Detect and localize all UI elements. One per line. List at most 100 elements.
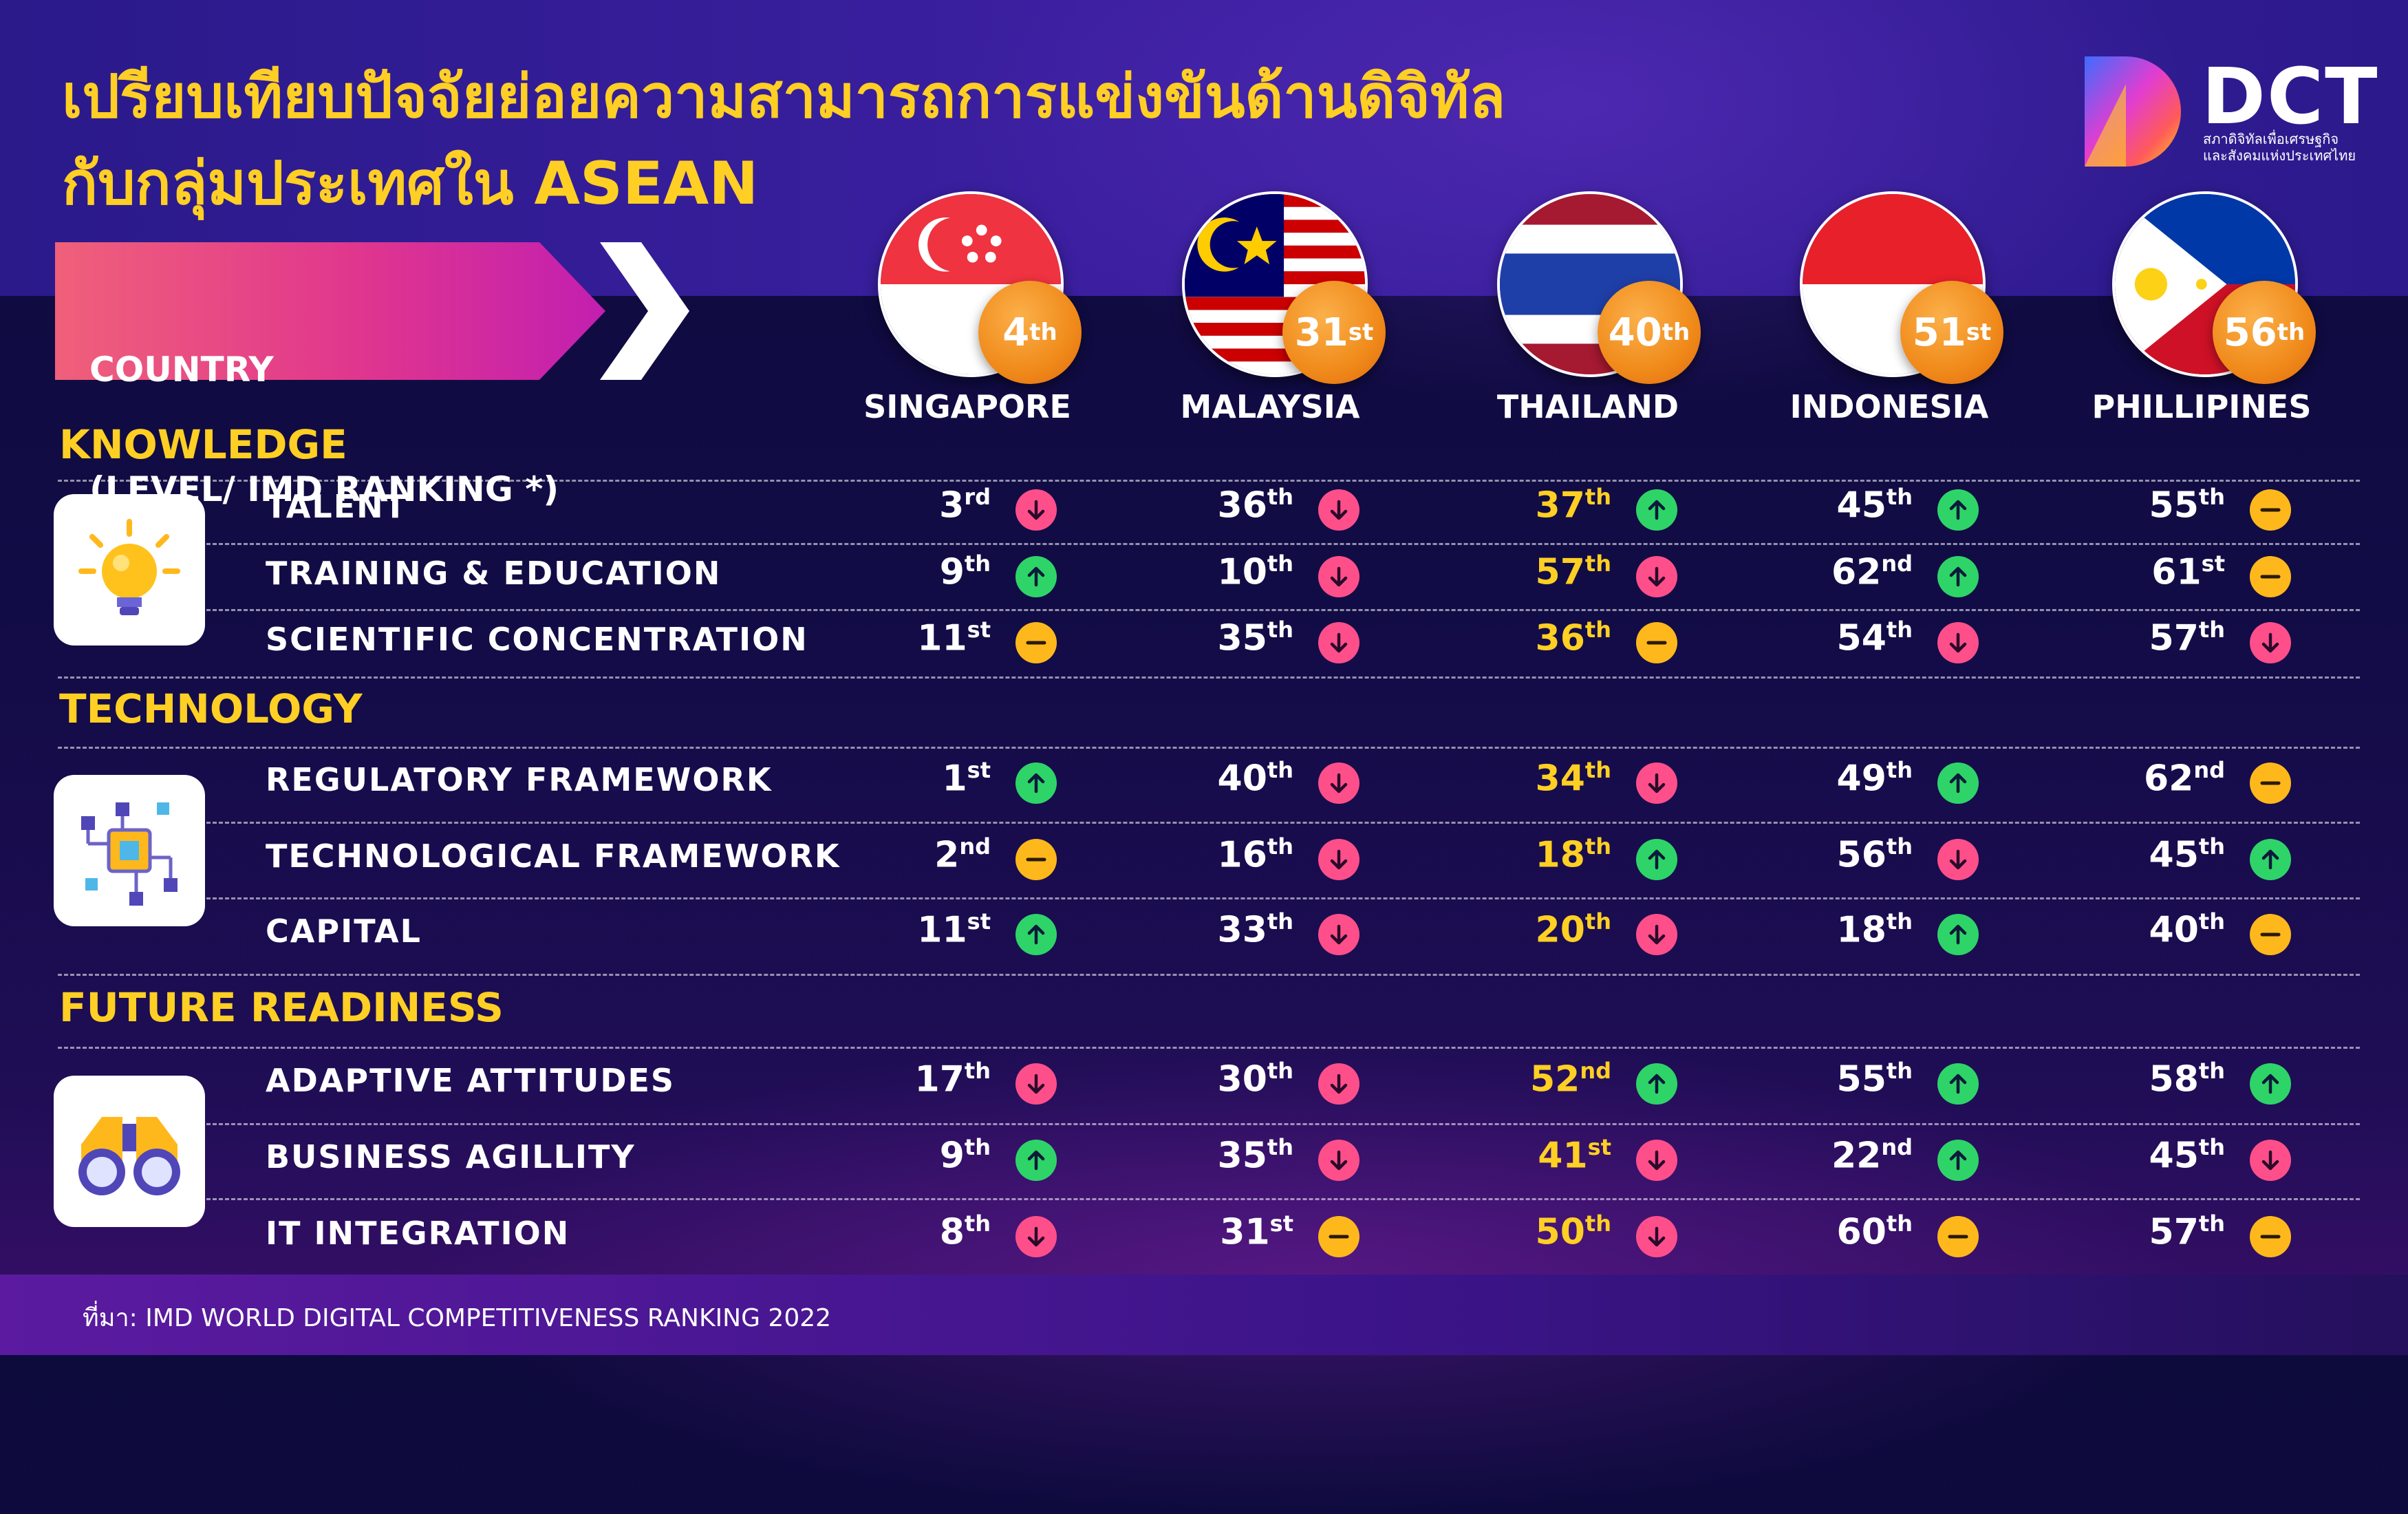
rank-cell: 60th [1775, 1211, 1913, 1252]
overall-rank-value: 56 [2223, 310, 2277, 355]
arrow-down-icon [1636, 1216, 1677, 1257]
rank-cell: 45th [2087, 1134, 2225, 1176]
country-name: PHILLIPINES [2092, 388, 2312, 425]
row-label: REGULATORY FRAMEWORK [266, 761, 773, 798]
arrow-down-icon [1318, 1140, 1359, 1181]
row-divider [58, 1047, 2360, 1049]
arrow-down-icon [2250, 622, 2291, 663]
arrow-up-icon [1636, 1063, 1677, 1105]
no-change-icon [1937, 1216, 1979, 1257]
arrow-down-icon [1015, 1216, 1057, 1257]
rank-suffix: th [2198, 617, 2225, 643]
rank-value: 30 [1217, 1058, 1267, 1100]
rank-cell: 18th [1474, 833, 1611, 875]
rank-suffix: th [1267, 551, 1293, 577]
rank-suffix: th [964, 1058, 991, 1084]
no-change-icon [2250, 489, 2291, 531]
arrow-down-icon [1937, 622, 1979, 663]
arrow-down-icon [1318, 556, 1359, 597]
rank-suffix: th [1886, 484, 1913, 510]
rank-cell: 57th [1474, 551, 1611, 593]
arrow-up-icon [1636, 839, 1677, 880]
row-divider [58, 747, 2360, 749]
rank-value: 54 [1836, 617, 1886, 659]
rank-value: 57 [1535, 551, 1585, 593]
rank-suffix: th [1584, 484, 1611, 510]
rank-cell: 37th [1474, 484, 1611, 526]
section-title: KNOWLEDGE [59, 421, 347, 468]
rank-value: 17 [914, 1058, 965, 1100]
row-divider [58, 974, 2360, 976]
rank-suffix: th [2198, 833, 2225, 860]
source-note: ที่มา: IMD WORLD DIGITAL COMPETITIVENESS… [83, 1304, 832, 1332]
rank-cell: 9th [853, 1134, 991, 1176]
dct-logo-sub1: สภาดิจิทัลเพื่อเศรษฐกิจ [2203, 131, 2339, 147]
rank-cell: 35th [1156, 1134, 1293, 1176]
rank-cell: 3rd [853, 484, 991, 526]
page-title: เปรียบเทียบปัจจัยย่อยความสามารถการแข่งขั… [62, 54, 1505, 227]
rank-suffix: st [1269, 1211, 1293, 1237]
rank-value: 37 [1535, 484, 1585, 526]
rank-cell: 31st [1156, 1211, 1293, 1252]
rank-cell: 58th [2087, 1058, 2225, 1100]
arrow-up-icon [1937, 914, 1979, 955]
rank-value: 49 [1836, 758, 1886, 800]
country-header-line1: COUNTRY [89, 350, 274, 390]
rank-value: 8 [939, 1211, 965, 1253]
rank-suffix: th [1584, 617, 1611, 643]
row-label: TRAINING & EDUCATION [266, 555, 722, 592]
country-name: INDONESIA [1789, 388, 1989, 425]
dct-logo-text: DCT [2202, 52, 2379, 142]
arrow-up-icon [2250, 1063, 2291, 1105]
rank-suffix: st [1587, 1134, 1611, 1160]
rank-suffix: th [1584, 908, 1611, 935]
rank-cell: 2nd [853, 833, 991, 875]
row-label: IT INTEGRATION [266, 1215, 570, 1252]
rank-suffix: th [2198, 908, 2225, 935]
country-name: THAILAND [1496, 388, 1679, 425]
rank-suffix: th [1267, 833, 1293, 860]
rank-suffix: th [1584, 1211, 1611, 1237]
rank-suffix: th [1886, 617, 1913, 643]
rank-value: 35 [1217, 1135, 1267, 1177]
no-change-icon [2250, 914, 2291, 955]
rank-value: 55 [2149, 484, 2199, 526]
rank-cell: 61st [2087, 551, 2225, 593]
rank-suffix: st [2201, 551, 2225, 577]
rank-suffix: st [967, 757, 991, 783]
background-glow-bottom [413, 1032, 2202, 1514]
row-divider [206, 609, 2360, 611]
arrow-down-icon [1015, 1063, 1057, 1105]
arrow-down-icon [1318, 763, 1359, 804]
rank-suffix: th [1886, 1058, 1913, 1084]
rank-suffix: th [964, 1211, 991, 1237]
rank-suffix: st [967, 617, 991, 643]
rank-value: 18 [1535, 834, 1585, 876]
rank-value: 3 [939, 484, 965, 526]
arrow-down-icon [1636, 763, 1677, 804]
rank-value: 57 [2149, 1211, 2199, 1253]
country-name: SINGAPORE [863, 388, 1071, 425]
section-title: TECHNOLOGY [59, 685, 363, 732]
rank-value: 52 [1529, 1058, 1580, 1100]
arrow-down-icon [1318, 839, 1359, 880]
rank-suffix: st [967, 908, 991, 935]
overall-rank-value: 40 [1608, 310, 1662, 355]
arrow-down-icon [1636, 914, 1677, 955]
no-change-icon [1015, 622, 1057, 663]
rank-value: 61 [2151, 551, 2202, 593]
rank-value: 36 [1217, 484, 1267, 526]
rank-suffix: th [1584, 551, 1611, 577]
rank-value: 1 [942, 758, 967, 800]
country-header-line2: (LEVEL/ IMD RANKING *) [89, 469, 559, 509]
rank-cell: 45th [1775, 484, 1913, 526]
circuit-icon [54, 775, 205, 926]
arrow-down-icon [1318, 914, 1359, 955]
country-header-banner [55, 242, 605, 380]
overall-rank-value: 31 [1294, 310, 1348, 355]
